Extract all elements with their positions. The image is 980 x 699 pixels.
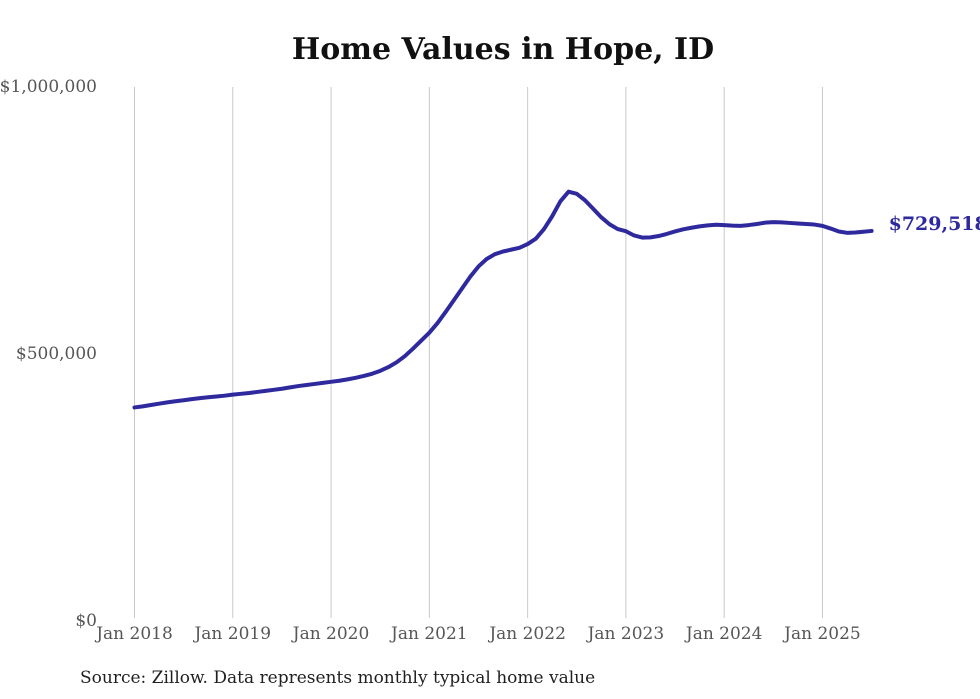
x-axis-tick-label: Jan 2019 (194, 624, 272, 644)
latest-value-label: $729,518 (888, 212, 980, 235)
home-value-line (132, 189, 874, 410)
x-axis-tick-label: Jan 2025 (784, 624, 861, 644)
x-axis-tick-label: Jan 2023 (587, 624, 665, 644)
y-axis-tick-label: $1,000,000 (0, 76, 97, 97)
x-axis-tick-label: Jan 2020 (292, 624, 370, 644)
x-axis-tick-label: Jan 2024 (685, 624, 763, 644)
x-axis-tick-label: Jan 2021 (391, 624, 468, 644)
x-axis-tick-label: Jan 2018 (96, 624, 173, 644)
y-axis-tick-label: $500,000 (15, 343, 97, 364)
chart-title: Home Values in Hope, ID (291, 32, 715, 67)
source-note: Source: Zillow. Data represents monthly … (80, 668, 596, 688)
y-axis-tick-label: $0 (75, 610, 97, 631)
x-axis-tick-label: Jan 2022 (489, 624, 566, 644)
